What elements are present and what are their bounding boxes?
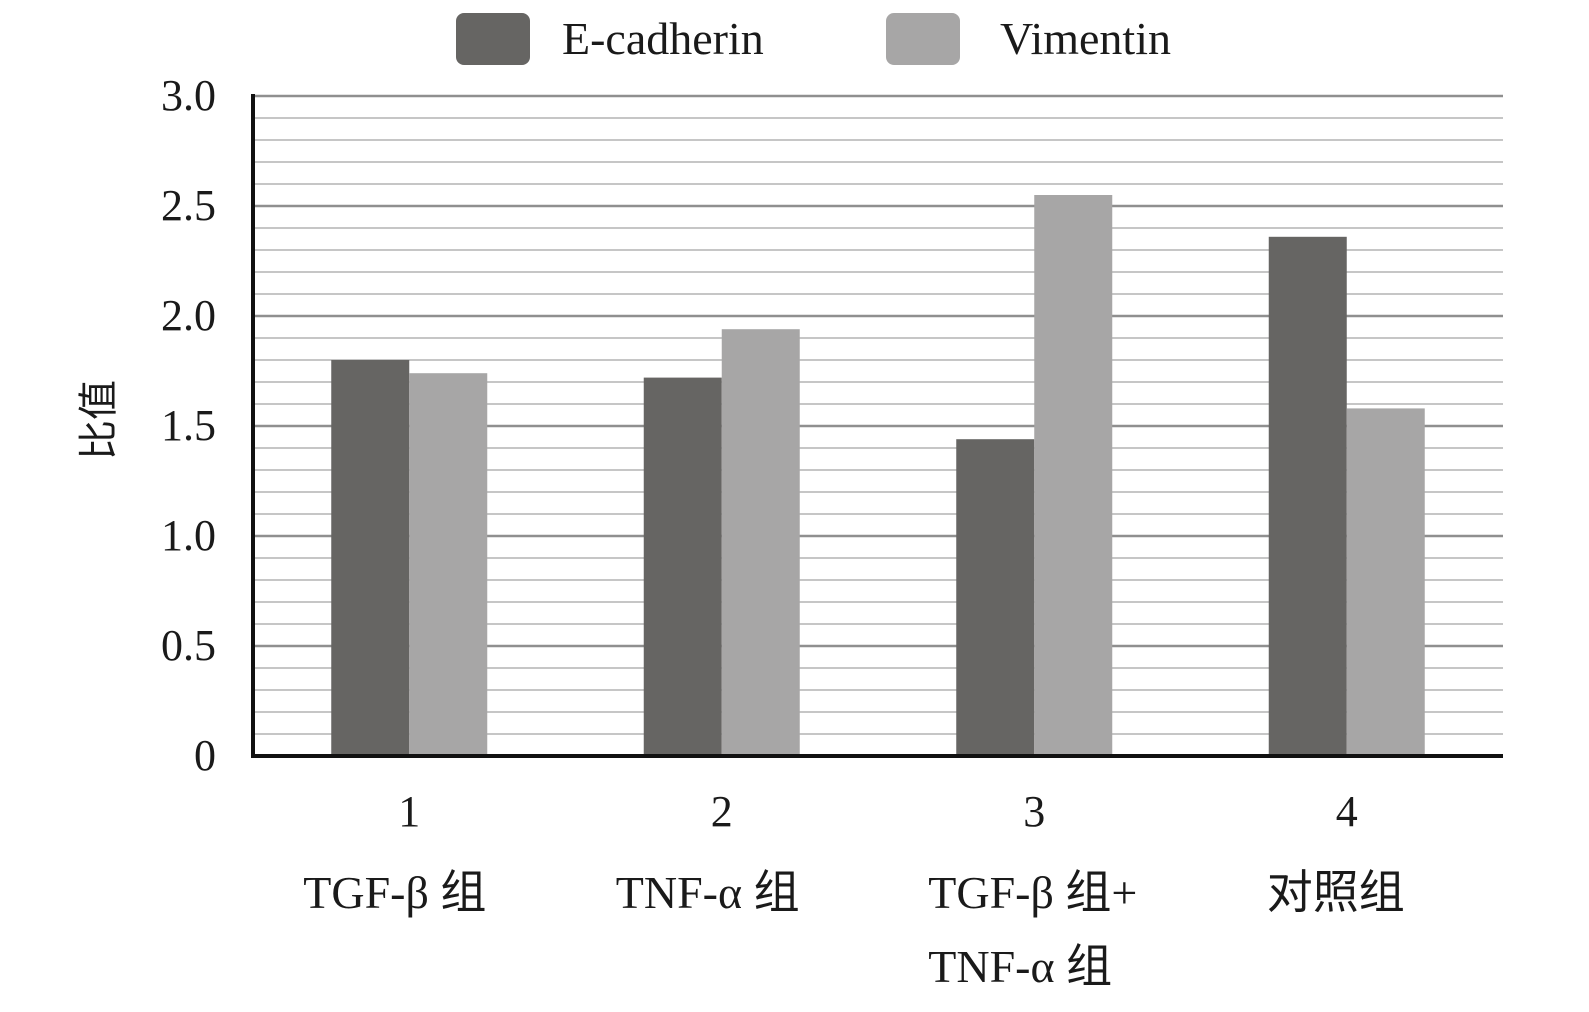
y-tick-label: 2.0 bbox=[161, 291, 216, 340]
x-category-label: 对照组 bbox=[1267, 867, 1405, 918]
x-category-label: TNF-α 组 bbox=[616, 867, 800, 918]
legend-swatch-e-cadherin bbox=[456, 13, 530, 65]
x-category-label-line: TNF-α 组 bbox=[616, 867, 800, 918]
x-category-label: TGF-β 组 bbox=[303, 867, 486, 918]
bars bbox=[331, 195, 1425, 757]
bar-vimentin-3 bbox=[1034, 195, 1113, 756]
x-category-label: TGF-β 组+ TNF-α 组 bbox=[928, 867, 1137, 992]
y-tick-label: 1.0 bbox=[161, 511, 216, 560]
y-tick-label: 3.0 bbox=[161, 71, 216, 120]
legend-label-e-cadherin: E-cadherin bbox=[562, 13, 764, 64]
x-category-label-line: 对照组 bbox=[1267, 867, 1405, 918]
y-axis-label: 比值 bbox=[76, 380, 122, 460]
legend-swatch-vimentin bbox=[886, 13, 960, 65]
bar-e-cadherin-3 bbox=[956, 439, 1035, 756]
x-category-number: 3 bbox=[1023, 787, 1045, 836]
y-tick-label: 2.5 bbox=[161, 181, 216, 230]
legend-label-vimentin: Vimentin bbox=[1000, 13, 1171, 64]
bar-vimentin-2 bbox=[721, 329, 800, 756]
bar-vimentin-1 bbox=[409, 373, 488, 756]
x-category-label-line: TNF-α 组 bbox=[928, 941, 1112, 992]
y-tick-label: 0.5 bbox=[161, 621, 216, 670]
x-category-number: 1 bbox=[398, 787, 420, 836]
x-category-label-line: TGF-β 组+ bbox=[928, 867, 1137, 918]
y-tick-label: 1.5 bbox=[161, 401, 216, 450]
bar-e-cadherin-1 bbox=[331, 360, 410, 756]
legend: E-cadherin Vimentin bbox=[456, 13, 1171, 65]
x-category-number: 4 bbox=[1336, 787, 1358, 836]
x-category-label-line: TGF-β 组 bbox=[303, 867, 486, 918]
bar-e-cadherin-4 bbox=[1268, 236, 1347, 757]
bar-vimentin-4 bbox=[1346, 408, 1425, 756]
y-tick-labels: 0 0.5 1.0 1.5 2.0 2.5 3.0 bbox=[161, 71, 216, 780]
x-category-labels: 1 TGF-β 组 2 TNF-α 组 3 TGF-β 组+ TNF-α 组 4 对照组 bbox=[303, 787, 1405, 992]
bar-e-cadherin-2 bbox=[643, 377, 722, 756]
y-tick-label: 0 bbox=[194, 731, 216, 780]
x-category-number: 2 bbox=[711, 787, 733, 836]
axes bbox=[251, 94, 1503, 758]
